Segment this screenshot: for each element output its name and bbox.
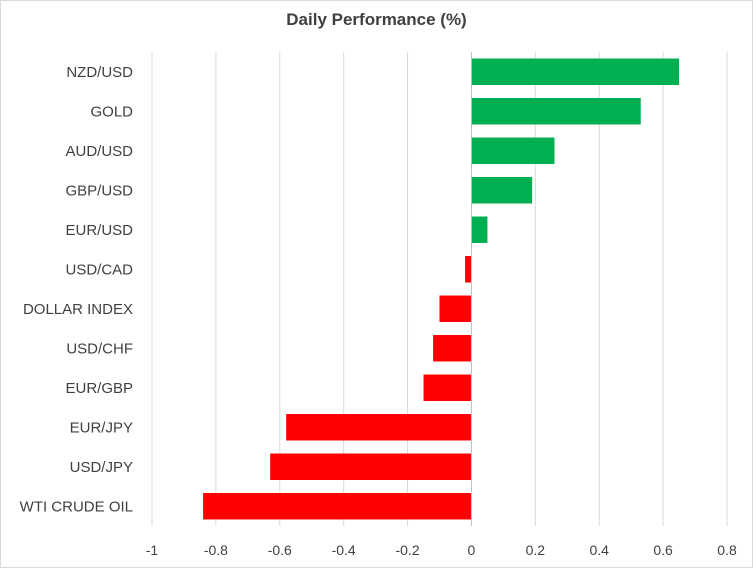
category-label: EUR/JPY xyxy=(70,419,133,436)
bar xyxy=(203,493,472,520)
category-label: GOLD xyxy=(90,103,133,120)
bars xyxy=(203,58,680,520)
category-labels: NZD/USD GOLD AUD/USD GBP/USD EUR/USD USD/CAD D… xyxy=(20,64,134,516)
bar xyxy=(439,295,472,322)
x-tick-label: -0.2 xyxy=(395,542,419,558)
category-label: USD/CAD xyxy=(65,261,133,278)
bar xyxy=(471,216,488,243)
x-tick-label: -0.8 xyxy=(204,542,228,558)
x-tick-label: -0.6 xyxy=(268,542,292,558)
category-label: AUD/USD xyxy=(65,143,133,160)
category-label: GBP/USD xyxy=(65,182,133,199)
category-label: USD/CHF xyxy=(66,340,133,357)
category-label: USD/JPY xyxy=(70,459,133,476)
x-tick-label: 0.4 xyxy=(589,542,609,558)
category-label: NZD/USD xyxy=(66,64,133,81)
category-label: DOLLAR INDEX xyxy=(23,301,133,318)
bar xyxy=(270,453,472,480)
bar xyxy=(433,335,472,362)
bar xyxy=(465,256,472,283)
category-label: WTI CRUDE OIL xyxy=(20,498,133,515)
bar xyxy=(286,414,472,441)
bar xyxy=(423,374,472,401)
bar xyxy=(471,98,641,125)
gridlines xyxy=(151,52,728,526)
x-tick-label: -1 xyxy=(146,542,159,558)
x-tick-label: -0.4 xyxy=(332,542,356,558)
x-tick-label: 0 xyxy=(468,542,476,558)
bar xyxy=(471,177,533,204)
category-label: EUR/GBP xyxy=(65,380,133,397)
bar xyxy=(471,137,555,164)
bar xyxy=(471,58,680,85)
x-tick-labels: -1 -0.8 -0.6 -0.4 -0.2 0 0.2 0.4 0.6 0.8 xyxy=(146,542,737,558)
x-tick-label: 0.6 xyxy=(653,542,673,558)
chart-title: Daily Performance (%) xyxy=(286,10,467,29)
x-tick-label: 0.2 xyxy=(526,542,546,558)
category-label: EUR/USD xyxy=(65,222,133,239)
x-tick-label: 0.8 xyxy=(717,542,737,558)
